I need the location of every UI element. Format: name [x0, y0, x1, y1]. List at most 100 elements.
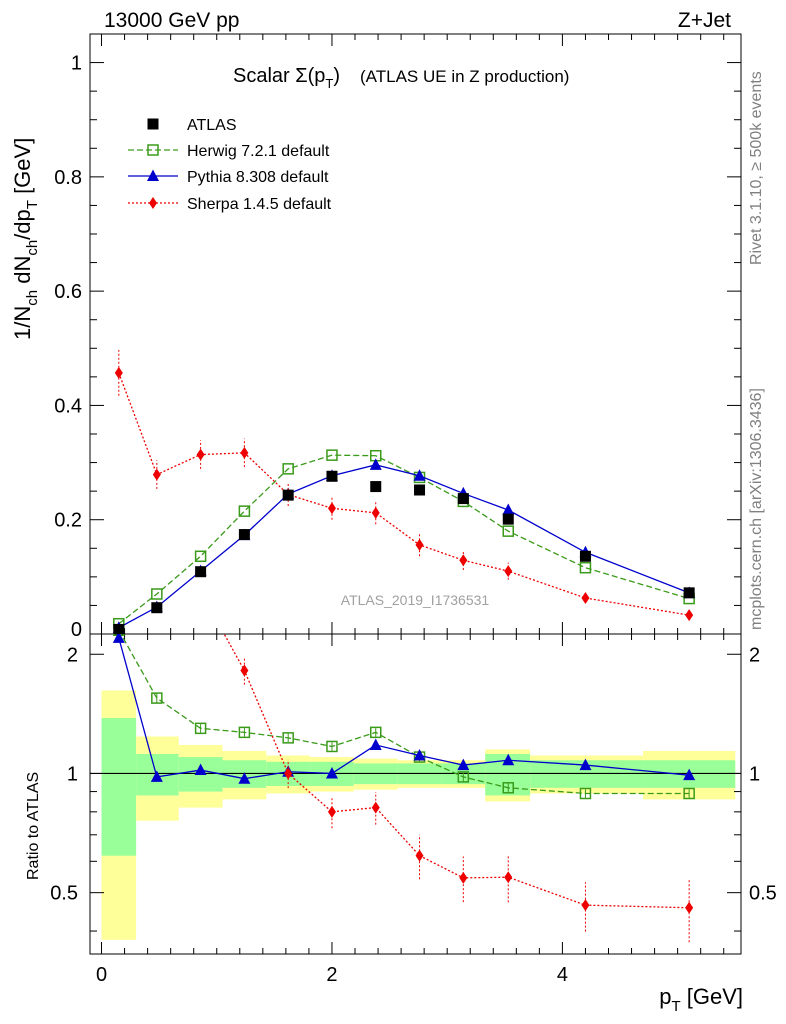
sherpa-ratio-point: [240, 664, 249, 677]
herwig-ratio-point: [194, 722, 207, 735]
sherpa-point: [459, 554, 468, 567]
pythia-ratio-point: [325, 766, 338, 779]
ratio-y-tick-label: 2: [67, 644, 78, 666]
pythia-ratio-point: [112, 634, 125, 643]
sherpa-ratio-point: [115, 72, 123, 84]
main-panel: 0 0.2 0.4 0.6 0.8 1: [54, 33, 742, 641]
herwig-ratio-line: [120, 634, 690, 795]
sherpa-point: [152, 468, 161, 481]
herwig-ratio-point: [326, 740, 338, 753]
y-tick-label: 0.4: [54, 395, 82, 417]
sherpa-point: [581, 592, 590, 604]
pythia-ratio-point: [369, 738, 382, 750]
sherpa-ratio-point: [327, 805, 336, 818]
sherpa-point: [327, 502, 336, 515]
sherpa-ratio-point: [371, 801, 380, 814]
atlas-legend-label: ATLAS: [187, 117, 237, 134]
sherpa-ratio-point: [284, 767, 293, 780]
sherpa-ratio-point: [459, 871, 468, 884]
ratio-y-tick-label: 0.5: [50, 883, 78, 905]
pythia-point: [413, 469, 426, 481]
analysis-watermark: ATLAS_2019_I1736531: [341, 592, 490, 608]
herwig-ratio-point: [502, 782, 515, 794]
sherpa-point: [504, 565, 513, 578]
y-tick-label: 0: [71, 619, 82, 641]
sherpa-legend-label: Sherpa 1.4.5 default: [187, 196, 332, 213]
herwig-point: [326, 449, 338, 461]
herwig-ratio-point: [683, 787, 695, 800]
sherpa-ratio-point: [197, 586, 205, 598]
herwig-ratio-point: [151, 692, 163, 704]
herwig-point: [194, 550, 207, 563]
herwig-point: [238, 505, 251, 517]
sherpa-point: [415, 538, 424, 551]
pythia-ratio-point: [579, 758, 592, 771]
y-tick-label: 1: [71, 53, 82, 75]
sherpa-legend-marker: [149, 197, 157, 209]
pythia-point: [502, 503, 515, 515]
herwig-legend-label: Herwig 7.2.1 default: [187, 143, 330, 160]
ratio-frame: [89, 633, 742, 955]
ratio-y-tick-label-right: 2: [749, 644, 760, 666]
herwig-ratio-point: [369, 726, 382, 739]
y-tick-label: 0.6: [54, 281, 82, 303]
pythia-ratio-point: [457, 758, 470, 771]
herwig-ratio-point: [579, 787, 592, 800]
herwig-ratio-point: [457, 771, 470, 783]
x-tick-label: 0: [96, 964, 107, 986]
energy-label: 13000 GeV pp: [104, 9, 239, 32]
atlas-point: [282, 489, 294, 501]
y-tick-label: 0.8: [54, 167, 82, 189]
sherpa-ratio-line: [223, 634, 690, 909]
herwig-legend-marker: [147, 144, 159, 156]
ratio-y-axis-label: Ratio to ATLAS: [25, 772, 42, 880]
ratio-panel: 0 2 4 0.5 0.5 1 1 2 2: [50, 72, 777, 986]
sherpa-ratio-point: [581, 899, 590, 912]
legend: ATLAS Herwig 7.2.1 default Pythia 8.308 de…: [128, 117, 332, 213]
herwig-main-line: [118, 454, 690, 625]
ratio-series-group: [112, 72, 696, 943]
pythia-ratio-line: [118, 637, 690, 780]
sherpa-ratio-point: [415, 849, 424, 862]
atlas-point: [370, 481, 382, 493]
x-axis-label: pT [GeV]: [659, 984, 743, 1015]
atlas-point: [238, 529, 250, 541]
x-tick-label: 4: [557, 964, 568, 986]
sherpa-point: [685, 609, 694, 622]
ratio-y-tick-label: 1: [67, 763, 78, 785]
x-tick-label: 2: [326, 964, 337, 986]
atlas-point: [683, 587, 695, 599]
atlas-point: [195, 566, 207, 578]
sherpa-point: [114, 366, 123, 379]
pythia-ratio-point: [502, 753, 515, 766]
inner-band-bin: [101, 718, 137, 856]
atlas-point: [151, 602, 163, 614]
sherpa-point: [240, 446, 249, 459]
sherpa-point: [196, 448, 205, 461]
main-series-group: [112, 350, 696, 634]
pythia-ratio-point: [683, 768, 696, 781]
herwig-ratio-point: [282, 732, 294, 744]
sherpa-point: [371, 506, 380, 519]
rivet-version-label: Rivet 3.1.10, ≥ 500k events: [748, 71, 765, 265]
plot-title: Scalar Σ(pT): [233, 65, 340, 91]
herwig-point: [502, 525, 515, 537]
atlas-point: [457, 493, 469, 505]
sherpa-ratio-point: [685, 901, 694, 914]
pythia-point: [369, 458, 382, 470]
herwig-point: [151, 588, 163, 600]
pythia-main-line: [118, 464, 690, 629]
process-label: Z+Jet: [678, 9, 731, 32]
mcplots-label: mcplots.cern.ch [arXiv:1306.3436]: [748, 388, 765, 630]
pythia-ratio-point: [238, 772, 251, 784]
herwig-point: [282, 463, 294, 475]
sherpa-main-line: [118, 372, 690, 616]
atlas-point: [502, 513, 514, 525]
atlas-point: [113, 623, 125, 634]
atlas-point: [579, 550, 591, 562]
ratio-y-tick-label-right: 0.5: [749, 883, 777, 905]
y-tick-label: 0.2: [54, 510, 82, 532]
herwig-ratio-point: [238, 726, 251, 739]
pythia-legend-label: Pythia 8.308 default: [187, 169, 329, 186]
